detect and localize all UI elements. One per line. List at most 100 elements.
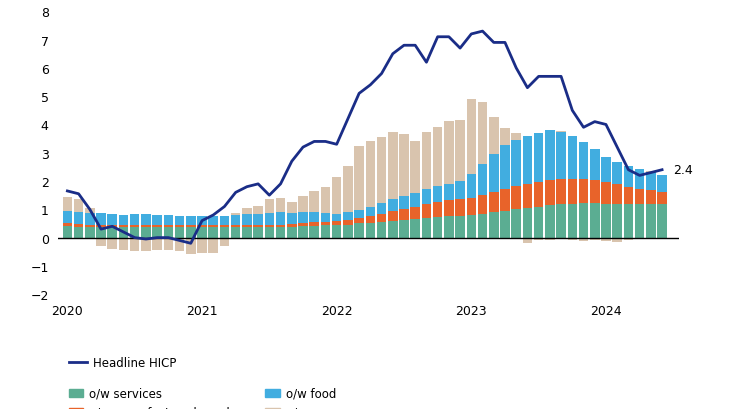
Bar [523, 238, 532, 244]
Bar [164, 215, 173, 226]
Bar [489, 154, 499, 192]
Bar [433, 128, 442, 187]
Bar [253, 227, 263, 238]
Bar [107, 214, 117, 226]
Bar [444, 184, 453, 200]
Bar [657, 238, 666, 239]
Bar [153, 238, 162, 251]
Bar [466, 175, 476, 198]
Bar [332, 215, 342, 222]
Bar [612, 204, 622, 238]
Bar [320, 222, 330, 226]
Bar [119, 238, 128, 250]
Bar [186, 216, 196, 226]
Bar [433, 202, 442, 218]
Bar [141, 227, 150, 238]
Bar [410, 207, 420, 220]
Bar [209, 216, 218, 226]
Bar [433, 218, 442, 238]
Bar [107, 226, 117, 227]
Bar [602, 183, 611, 204]
Bar [635, 205, 645, 238]
Bar [343, 213, 353, 221]
Bar [545, 180, 555, 206]
Bar [512, 210, 521, 238]
Bar [556, 179, 566, 205]
Bar [477, 103, 488, 165]
Bar [534, 238, 543, 240]
Bar [399, 220, 409, 238]
Bar [456, 200, 465, 216]
Bar [657, 192, 666, 205]
Bar [466, 216, 476, 238]
Bar [612, 163, 622, 185]
Bar [388, 199, 398, 211]
Bar [276, 225, 285, 227]
Bar [433, 187, 442, 202]
Bar [500, 189, 510, 211]
Bar [410, 193, 420, 207]
Bar [646, 191, 656, 205]
Bar [96, 226, 106, 227]
Bar [343, 221, 353, 225]
Bar [310, 212, 319, 223]
Bar [646, 172, 656, 191]
Bar [366, 224, 375, 238]
Bar [119, 215, 128, 226]
Bar [74, 225, 83, 227]
Bar [388, 221, 398, 238]
Bar [512, 134, 521, 141]
Bar [96, 227, 106, 238]
Bar [220, 216, 229, 226]
Bar [130, 238, 139, 252]
Bar [220, 238, 229, 246]
Bar [602, 157, 611, 183]
Bar [74, 213, 83, 225]
Bar [197, 226, 207, 227]
Bar [299, 223, 308, 227]
Bar [579, 180, 588, 204]
Bar [512, 187, 521, 210]
Bar [310, 192, 319, 212]
Bar [377, 203, 386, 214]
Bar [388, 211, 398, 221]
Bar [377, 138, 386, 203]
Bar [466, 100, 476, 175]
Bar [500, 129, 510, 146]
Bar [153, 227, 162, 238]
Bar [388, 133, 398, 199]
Bar [264, 227, 274, 238]
Bar [534, 134, 543, 182]
Bar [231, 226, 240, 227]
Bar [343, 225, 353, 238]
Bar [422, 133, 431, 189]
Bar [197, 216, 207, 226]
Bar [320, 188, 330, 214]
Bar [186, 226, 196, 227]
Bar [512, 141, 521, 187]
Bar [119, 227, 128, 238]
Bar [534, 207, 543, 238]
Bar [635, 169, 645, 170]
Bar [612, 185, 622, 204]
Bar [74, 227, 83, 238]
Bar [489, 213, 499, 238]
Bar [85, 227, 95, 238]
Bar [623, 204, 633, 238]
Bar [556, 205, 566, 238]
Bar [657, 176, 666, 192]
Bar [242, 209, 252, 215]
Bar [85, 209, 95, 214]
Bar [545, 131, 555, 180]
Bar [320, 214, 330, 222]
Bar [119, 226, 128, 227]
Bar [354, 147, 364, 210]
Bar [174, 226, 185, 227]
Bar [534, 182, 543, 207]
Bar [332, 225, 342, 238]
Bar [153, 226, 162, 227]
Bar [612, 238, 622, 242]
Bar [164, 227, 173, 238]
Bar [466, 198, 476, 216]
Bar [174, 227, 185, 238]
